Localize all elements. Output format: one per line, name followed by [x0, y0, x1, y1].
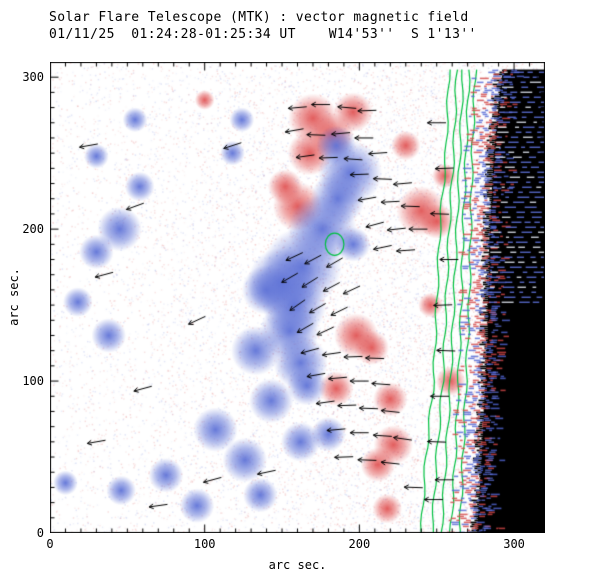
y-axis-label: arc sec.	[7, 268, 21, 326]
y-tick-label: 200	[22, 222, 44, 237]
x-tick-label: 200	[348, 537, 371, 551]
y-tick-label: 300	[22, 70, 44, 85]
chart-subtitle: 01/11/25 01:24:28-01:25:34 UT W14'53'' S…	[49, 27, 477, 42]
x-tick-label: 300	[503, 537, 525, 551]
y-tick-label: 0	[36, 526, 44, 540]
x-tick-label: 0	[46, 537, 54, 551]
chart-title: Solar Flare Telescope (MTK) : vector mag…	[49, 10, 469, 25]
x-axis-label: arc sec.	[268, 558, 327, 572]
x-tick-label: 100	[193, 537, 216, 551]
magnetogram-plot-canvas	[50, 62, 545, 533]
y-tick-label: 100	[22, 374, 44, 389]
